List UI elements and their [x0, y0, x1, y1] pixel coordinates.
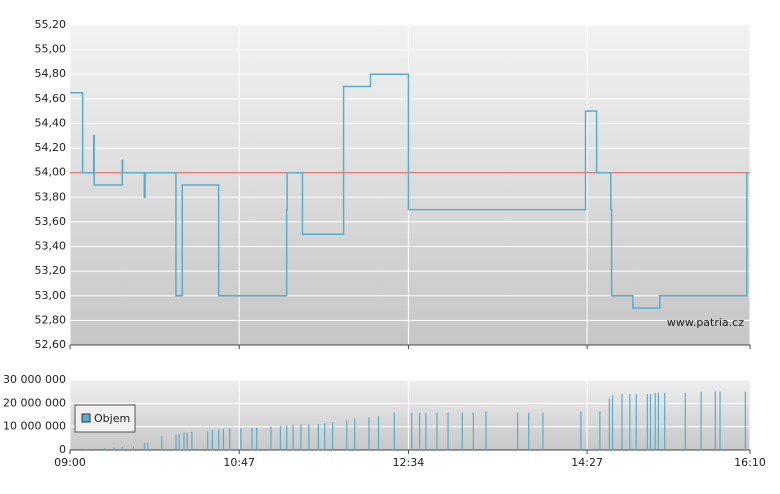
volume-bar	[175, 434, 177, 450]
volume-bar	[143, 443, 146, 450]
y-tick-label: 53,60	[35, 215, 67, 228]
volume-bar	[599, 411, 601, 450]
volume-bar	[635, 394, 637, 450]
volume-bar	[308, 424, 310, 450]
volume-bar	[186, 432, 188, 450]
volume-bar	[183, 432, 185, 450]
volume-bar	[85, 449, 87, 450]
y-tick-label: 53,80	[35, 190, 67, 203]
volume-bar	[279, 426, 282, 450]
x-tick-label: 14:27	[571, 456, 603, 469]
volume-bar	[485, 411, 487, 450]
volume-bar	[621, 394, 623, 450]
x-tick-label: 12:34	[393, 456, 425, 469]
volume-bar	[684, 392, 686, 450]
volume-bar	[436, 412, 438, 450]
volume-bar	[700, 391, 702, 450]
x-tick-label: 10:47	[223, 456, 255, 469]
y-tick-label: 52,60	[35, 338, 67, 351]
volume-bar	[580, 411, 582, 450]
volume-bar	[542, 412, 544, 450]
y-tick-label: 53,40	[35, 240, 67, 253]
volume-bar	[251, 427, 253, 450]
layer: 55,20 55,00 54,80 54,60 54,40 54,20 54,00 53,80…	[3, 18, 766, 469]
y-tick-label: 54,00	[35, 166, 67, 179]
volume-bar	[719, 391, 721, 450]
y-tick-label: 54,80	[35, 67, 67, 80]
volume-bar	[191, 431, 193, 450]
volume-bar	[324, 423, 326, 450]
volume-bar	[714, 391, 716, 450]
y-tick-label: 53,00	[35, 289, 67, 302]
volume-bar	[368, 417, 370, 450]
volume-bar	[664, 392, 666, 450]
y-tick-label: 10 000 000	[3, 420, 66, 433]
volume-bar	[654, 392, 656, 450]
volume-bar	[517, 412, 519, 450]
y-tick-label: 0	[59, 443, 66, 456]
price-plot-area	[70, 25, 750, 345]
y-tick-label: 52,80	[35, 313, 67, 326]
volume-bar	[657, 392, 659, 450]
y-tick-label: 55,00	[35, 43, 67, 56]
volume-plot-area	[70, 380, 750, 450]
volume-bar	[300, 424, 302, 450]
volume-bar	[425, 412, 427, 450]
volume-bar	[418, 412, 421, 450]
y-tick-label: 30 000 000	[3, 373, 66, 386]
volume-bar	[332, 422, 334, 450]
legend-label: Objem	[94, 412, 130, 425]
volume-bar	[528, 412, 530, 450]
volume-bar	[211, 430, 214, 450]
volume-bar	[744, 391, 746, 450]
volume-bar	[229, 428, 231, 450]
volume-bar	[222, 429, 225, 450]
volume-bar	[256, 427, 258, 450]
volume-bar	[354, 418, 356, 450]
volume-bar	[121, 447, 123, 450]
volume-bar	[649, 394, 652, 450]
volume-bar	[161, 436, 163, 450]
volume-bar	[629, 394, 631, 450]
volume-bar	[132, 446, 134, 450]
volume-bar	[270, 426, 272, 450]
y-tick-label: 54,60	[35, 92, 67, 105]
volume-bar	[608, 398, 610, 450]
volume-bar	[461, 412, 463, 450]
volume-bar	[346, 420, 348, 450]
volume-bar	[611, 395, 614, 450]
y-tick-label: 54,40	[35, 116, 67, 129]
y-tick-label: 20 000 000	[3, 396, 66, 409]
volume-bar	[113, 447, 115, 450]
volume-bar	[393, 412, 395, 450]
volume-bar	[447, 412, 449, 450]
volume-bar	[218, 429, 220, 450]
volume-bar	[317, 423, 319, 450]
y-tick-label: 55,20	[35, 18, 67, 31]
legend-swatch	[81, 413, 91, 423]
volume-bar	[104, 448, 106, 450]
price-line	[70, 73, 749, 309]
watermark: www.patria.cz	[667, 316, 744, 329]
volume-bar	[146, 442, 149, 450]
volume-bar	[646, 394, 648, 450]
volume-bar	[411, 412, 413, 450]
volume-bar	[178, 433, 180, 450]
volume-bar	[292, 424, 294, 450]
volume-bar	[472, 412, 474, 450]
volume-bar	[286, 425, 288, 450]
volume-bar	[377, 416, 380, 450]
volume-bar	[240, 428, 242, 450]
volume-bar	[207, 431, 209, 450]
x-tick-label: 09:00	[54, 456, 86, 469]
y-tick-label: 54,20	[35, 141, 67, 154]
x-tick-label: 16:10	[734, 456, 766, 469]
volume-bar	[94, 448, 97, 450]
y-tick-label: 53,20	[35, 264, 67, 277]
